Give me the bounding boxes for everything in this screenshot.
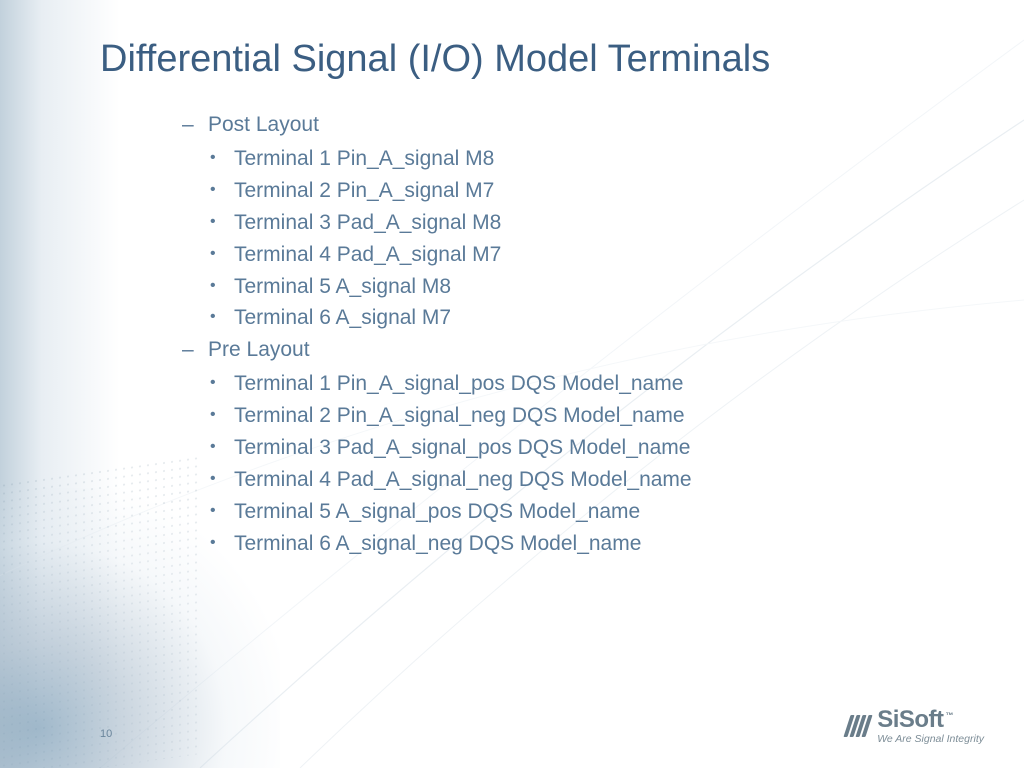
list-item: Terminal 5 A_signal_pos DQS Model_name (180, 496, 964, 528)
list-item: Terminal 4 Pad_A_signal M7 (180, 239, 964, 271)
logo-tagline: We Are Signal Integrity (877, 734, 984, 745)
slide-content: Post Layout Terminal 1 Pin_A_signal M8 T… (100, 109, 964, 560)
list-item: Terminal 6 A_signal_neg DQS Model_name (180, 528, 964, 560)
list-item: Terminal 1 Pin_A_signal M8 (180, 143, 964, 175)
list-item: Terminal 6 A_signal M7 (180, 302, 964, 334)
list-item: Terminal 3 Pad_A_signal_pos DQS Model_na… (180, 432, 964, 464)
trademark-symbol: ™ (946, 711, 954, 720)
section-heading: Post Layout (180, 109, 964, 141)
list-item: Terminal 2 Pin_A_signal M7 (180, 175, 964, 207)
section-heading: Pre Layout (180, 334, 964, 366)
logo-brand-text: SiSoft (877, 706, 943, 733)
brand-logo: SiSoft™ We Are Signal Integrity (847, 708, 984, 745)
page-number: 10 (100, 728, 112, 740)
logo-bars-icon (844, 715, 873, 737)
list-item: Terminal 3 Pad_A_signal M8 (180, 207, 964, 239)
list-item: Terminal 2 Pin_A_signal_neg DQS Model_na… (180, 400, 964, 432)
list-item: Terminal 4 Pad_A_signal_neg DQS Model_na… (180, 464, 964, 496)
list-item: Terminal 5 A_signal M8 (180, 271, 964, 303)
slide-title: Differential Signal (I/O) Model Terminal… (100, 38, 964, 81)
list-item: Terminal 1 Pin_A_signal_pos DQS Model_na… (180, 368, 964, 400)
slide: Differential Signal (I/O) Model Terminal… (0, 0, 1024, 768)
